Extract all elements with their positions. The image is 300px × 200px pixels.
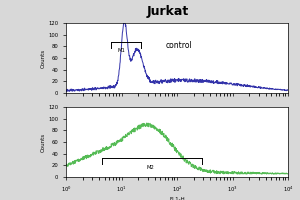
Text: control: control — [166, 40, 193, 49]
Text: M2: M2 — [146, 165, 154, 170]
Text: M1: M1 — [118, 48, 125, 53]
Y-axis label: Counts: Counts — [40, 132, 46, 152]
Y-axis label: Counts: Counts — [40, 48, 46, 68]
X-axis label: FL1-H: FL1-H — [169, 197, 185, 200]
Text: Jurkat: Jurkat — [147, 5, 189, 18]
